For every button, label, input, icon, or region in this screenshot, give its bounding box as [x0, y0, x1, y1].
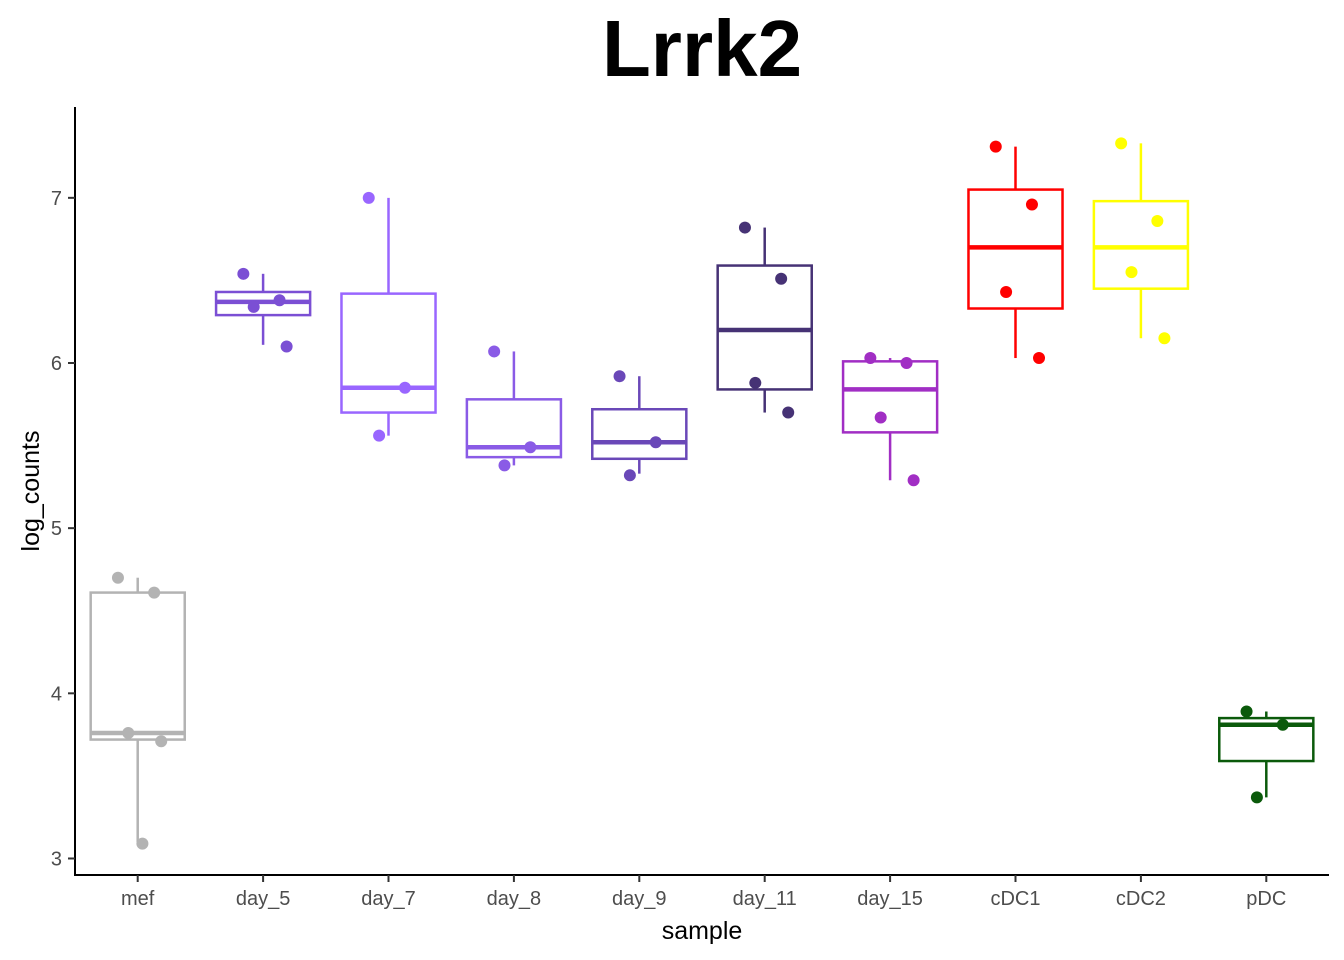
- box-body: [716, 264, 813, 391]
- data-point: [362, 191, 375, 204]
- data-point: [237, 267, 250, 280]
- box-body: [465, 398, 563, 459]
- data-point: [1033, 352, 1046, 365]
- x-tick-label: day_8: [487, 888, 542, 910]
- data-point: [488, 345, 501, 358]
- data-point: [148, 586, 161, 599]
- data-point: [398, 381, 411, 394]
- data-point: [864, 352, 877, 365]
- data-point: [649, 436, 662, 449]
- data-point: [1025, 198, 1038, 211]
- plot-area: 3 4 5 6 7 mef day_5 day_7 day_8 day_9 day_11 day_1…: [51, 107, 1329, 910]
- data-point: [136, 837, 149, 850]
- data-point: [989, 140, 1002, 153]
- data-point: [782, 406, 795, 419]
- chart-title: Lrrk2: [602, 4, 802, 93]
- y-tick-label: 5: [51, 518, 62, 540]
- point-layer: [111, 137, 1289, 850]
- x-tick-label: pDC: [1246, 888, 1286, 910]
- data-point: [122, 726, 135, 739]
- x-tick-label: day_11: [733, 888, 797, 910]
- data-point: [1158, 332, 1171, 345]
- data-point: [613, 370, 626, 383]
- x-tick-label: mef: [121, 888, 155, 910]
- data-point: [273, 294, 286, 307]
- box-pDC: [1218, 711, 1315, 798]
- data-point: [1115, 137, 1128, 150]
- data-point: [623, 469, 636, 482]
- x-tick-label: day_7: [361, 888, 416, 910]
- y-axis-title: log_counts: [17, 431, 45, 552]
- box-body: [841, 360, 939, 434]
- data-point: [1125, 266, 1138, 279]
- box-body: [89, 591, 186, 741]
- data-point: [1276, 718, 1289, 731]
- data-point: [524, 441, 537, 454]
- data-point: [373, 429, 386, 442]
- data-point: [1240, 705, 1253, 718]
- data-point: [247, 300, 260, 313]
- data-point: [900, 357, 913, 369]
- y-tick-label: 6: [51, 353, 62, 375]
- box-mef: [89, 577, 186, 842]
- box-day_8: [465, 351, 563, 466]
- box-day_5: [214, 273, 312, 345]
- data-point: [155, 735, 168, 748]
- x-tick-label: day_9: [612, 888, 667, 910]
- x-tick-label: cDC2: [1116, 888, 1166, 910]
- data-point: [280, 340, 293, 353]
- y-tick-label: 4: [51, 683, 62, 705]
- box-layer: [89, 143, 1315, 842]
- data-point: [1151, 214, 1164, 227]
- box-day_15: [841, 358, 939, 481]
- data-point: [498, 459, 511, 472]
- x-axis-ticks: mef day_5 day_7 day_8 day_9 day_11 day_15 cDC1 c…: [121, 875, 1286, 910]
- data-point: [1250, 791, 1263, 804]
- box-cDC2: [1092, 143, 1190, 339]
- box-day_11: [716, 227, 813, 413]
- x-tick-label: day_15: [857, 888, 923, 910]
- box-cDC1: [967, 146, 1064, 359]
- data-point: [874, 411, 887, 424]
- data-point: [111, 571, 124, 584]
- x-tick-label: cDC1: [990, 888, 1040, 910]
- x-axis-title: sample: [662, 917, 743, 945]
- data-point: [738, 221, 751, 234]
- x-tick-label: day_5: [236, 888, 291, 910]
- data-point: [775, 272, 788, 285]
- box-day_9: [591, 376, 688, 474]
- y-axis-ticks: 3 4 5 6 7: [51, 188, 75, 870]
- box-body: [1218, 716, 1315, 763]
- box-body: [1092, 199, 1190, 290]
- box-body: [591, 407, 688, 461]
- data-point: [749, 376, 762, 389]
- y-tick-label: 7: [51, 188, 62, 210]
- box-day_7: [340, 197, 437, 436]
- y-tick-label: 3: [51, 848, 62, 870]
- data-point: [907, 474, 920, 487]
- data-point: [1000, 285, 1013, 298]
- box-body: [340, 292, 437, 414]
